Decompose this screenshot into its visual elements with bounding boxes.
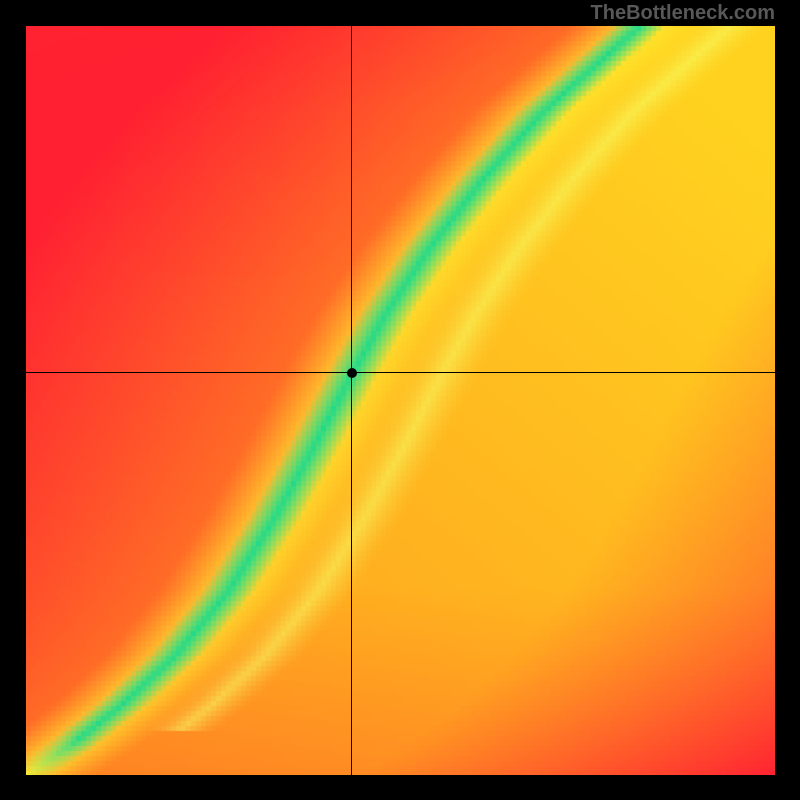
heatmap-canvas — [26, 26, 775, 775]
